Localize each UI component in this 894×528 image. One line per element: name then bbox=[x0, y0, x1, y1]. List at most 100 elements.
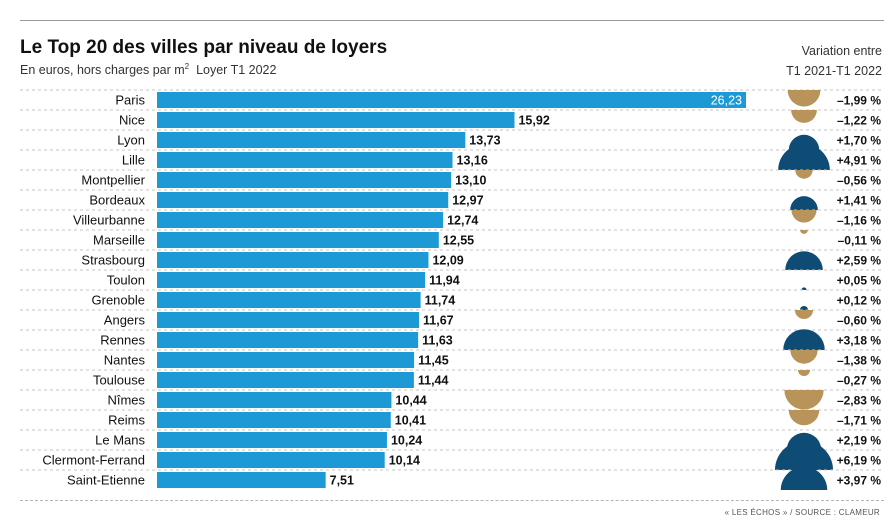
variation-half-disc-down bbox=[797, 370, 811, 377]
bar-value-label: 12,74 bbox=[447, 214, 478, 228]
bar bbox=[157, 312, 420, 328]
category-label: Toulon bbox=[107, 273, 145, 288]
bar-value-label: 10,44 bbox=[395, 394, 426, 408]
variation-label: +3,18 % bbox=[837, 334, 882, 348]
bar-value-label: 10,24 bbox=[391, 434, 422, 448]
variation-label: +1,41 % bbox=[837, 194, 882, 208]
variation-half-disc-down bbox=[795, 170, 813, 179]
bar-value-label: 26,23 bbox=[711, 94, 742, 108]
bar bbox=[157, 332, 419, 348]
bar bbox=[157, 452, 385, 468]
variation-label: –0,11 % bbox=[838, 234, 882, 248]
variation-heading-line2: T1 2021-T1 2022 bbox=[786, 64, 882, 78]
bar-value-label: 11,63 bbox=[422, 334, 453, 348]
bar bbox=[157, 292, 421, 308]
variation-half-disc-down bbox=[791, 110, 817, 123]
bar bbox=[157, 412, 391, 428]
category-label: Grenoble bbox=[92, 293, 145, 308]
category-label: Marseille bbox=[93, 233, 145, 248]
variation-half-disc-up bbox=[778, 144, 830, 170]
category-label: Le Mans bbox=[95, 433, 145, 448]
variation-label: +2,19 % bbox=[837, 434, 882, 448]
category-label: Nantes bbox=[104, 353, 146, 368]
bar bbox=[157, 92, 746, 108]
variation-heading: Variation entre T1 2021-T1 2022 bbox=[786, 41, 882, 81]
variation-half-disc-down bbox=[791, 210, 817, 223]
category-label: Lyon bbox=[117, 133, 145, 148]
category-label: Angers bbox=[104, 313, 146, 328]
bar bbox=[157, 112, 515, 128]
bar bbox=[157, 212, 444, 228]
bar bbox=[157, 472, 326, 488]
variation-label: –0,27 % bbox=[837, 374, 881, 388]
bar-value-label: 11,45 bbox=[418, 354, 449, 368]
category-label: Paris bbox=[115, 93, 145, 108]
bar bbox=[157, 272, 426, 288]
category-label: Nîmes bbox=[107, 393, 145, 408]
bar-value-label: 12,97 bbox=[452, 194, 483, 208]
subtitle-series: Loyer T1 2022 bbox=[196, 63, 277, 78]
variation-half-disc-up bbox=[775, 441, 833, 470]
bar bbox=[157, 192, 449, 208]
variation-label: –0,56 % bbox=[837, 174, 881, 188]
variation-label: –1,22 % bbox=[837, 114, 881, 128]
variation-label: –2,83 % bbox=[837, 394, 881, 408]
variation-half-disc-down bbox=[784, 390, 824, 410]
bar bbox=[157, 432, 387, 448]
variation-label: +3,97 % bbox=[837, 474, 882, 488]
variation-half-disc-down bbox=[787, 90, 821, 107]
variation-half-disc-up bbox=[783, 329, 825, 350]
subtitle-unit: En euros, hors charges par m bbox=[20, 63, 185, 78]
chart-title: Le Top 20 des villes par niveau de loyer… bbox=[20, 37, 388, 58]
bar bbox=[157, 152, 453, 168]
variation-label: –1,71 % bbox=[837, 414, 881, 428]
variation-half-disc-up bbox=[785, 251, 823, 270]
category-label: Nice bbox=[119, 113, 145, 128]
category-label: Villeurbanne bbox=[73, 213, 145, 228]
variation-label: +2,59 % bbox=[837, 254, 882, 268]
subtitle-exponent: 2 bbox=[184, 62, 190, 71]
category-label: Reims bbox=[108, 413, 145, 428]
bar-value-label: 13,10 bbox=[455, 174, 486, 188]
bar bbox=[157, 132, 466, 148]
bar-value-label: 12,09 bbox=[432, 254, 463, 268]
variation-label: –1,38 % bbox=[837, 354, 881, 368]
variation-label: –1,99 % bbox=[837, 94, 881, 108]
variation-label: +4,91 % bbox=[837, 154, 882, 168]
category-label: Montpellier bbox=[81, 173, 145, 188]
variation-heading-line1: Variation entre bbox=[801, 44, 882, 58]
bar bbox=[157, 392, 392, 408]
bar-value-label: 11,74 bbox=[425, 294, 456, 308]
chart-subtitle: En euros, hors charges par m2 Loyer T1 2… bbox=[20, 62, 276, 77]
category-label: Strasbourg bbox=[81, 253, 145, 268]
variation-half-disc-up bbox=[801, 287, 807, 290]
bar-value-label: 10,14 bbox=[389, 454, 420, 468]
category-label: Lille bbox=[122, 153, 145, 168]
category-label: Rennes bbox=[100, 333, 145, 348]
variation-half-disc-down bbox=[790, 350, 818, 364]
category-label: Bordeaux bbox=[89, 193, 145, 208]
category-label: Toulouse bbox=[93, 373, 145, 388]
variation-label: +0,12 % bbox=[837, 294, 882, 308]
variation-half-disc-down bbox=[788, 410, 820, 426]
variation-half-disc-down bbox=[794, 310, 814, 320]
bar bbox=[157, 372, 414, 388]
bar bbox=[157, 172, 452, 188]
bar-value-label: 11,44 bbox=[418, 374, 449, 388]
variation-half-disc-down bbox=[800, 230, 808, 234]
bar-value-label: 11,67 bbox=[423, 314, 454, 328]
bar-value-label: 7,51 bbox=[330, 474, 354, 488]
category-label: Saint-Etienne bbox=[67, 473, 145, 488]
bar-value-label: 11,94 bbox=[429, 274, 460, 288]
variation-half-disc-up bbox=[790, 196, 818, 210]
variation-label: +1,70 % bbox=[837, 134, 882, 148]
bar-value-label: 15,92 bbox=[518, 114, 549, 128]
variation-half-disc-up bbox=[780, 466, 828, 490]
bar-value-label: 10,41 bbox=[395, 414, 426, 428]
bottom-rule bbox=[20, 500, 884, 501]
bar-value-label: 13,16 bbox=[457, 154, 488, 168]
variation-half-disc-up bbox=[799, 305, 809, 310]
bar-value-label: 13,73 bbox=[469, 134, 500, 148]
category-label: Clermont-Ferrand bbox=[42, 453, 145, 468]
